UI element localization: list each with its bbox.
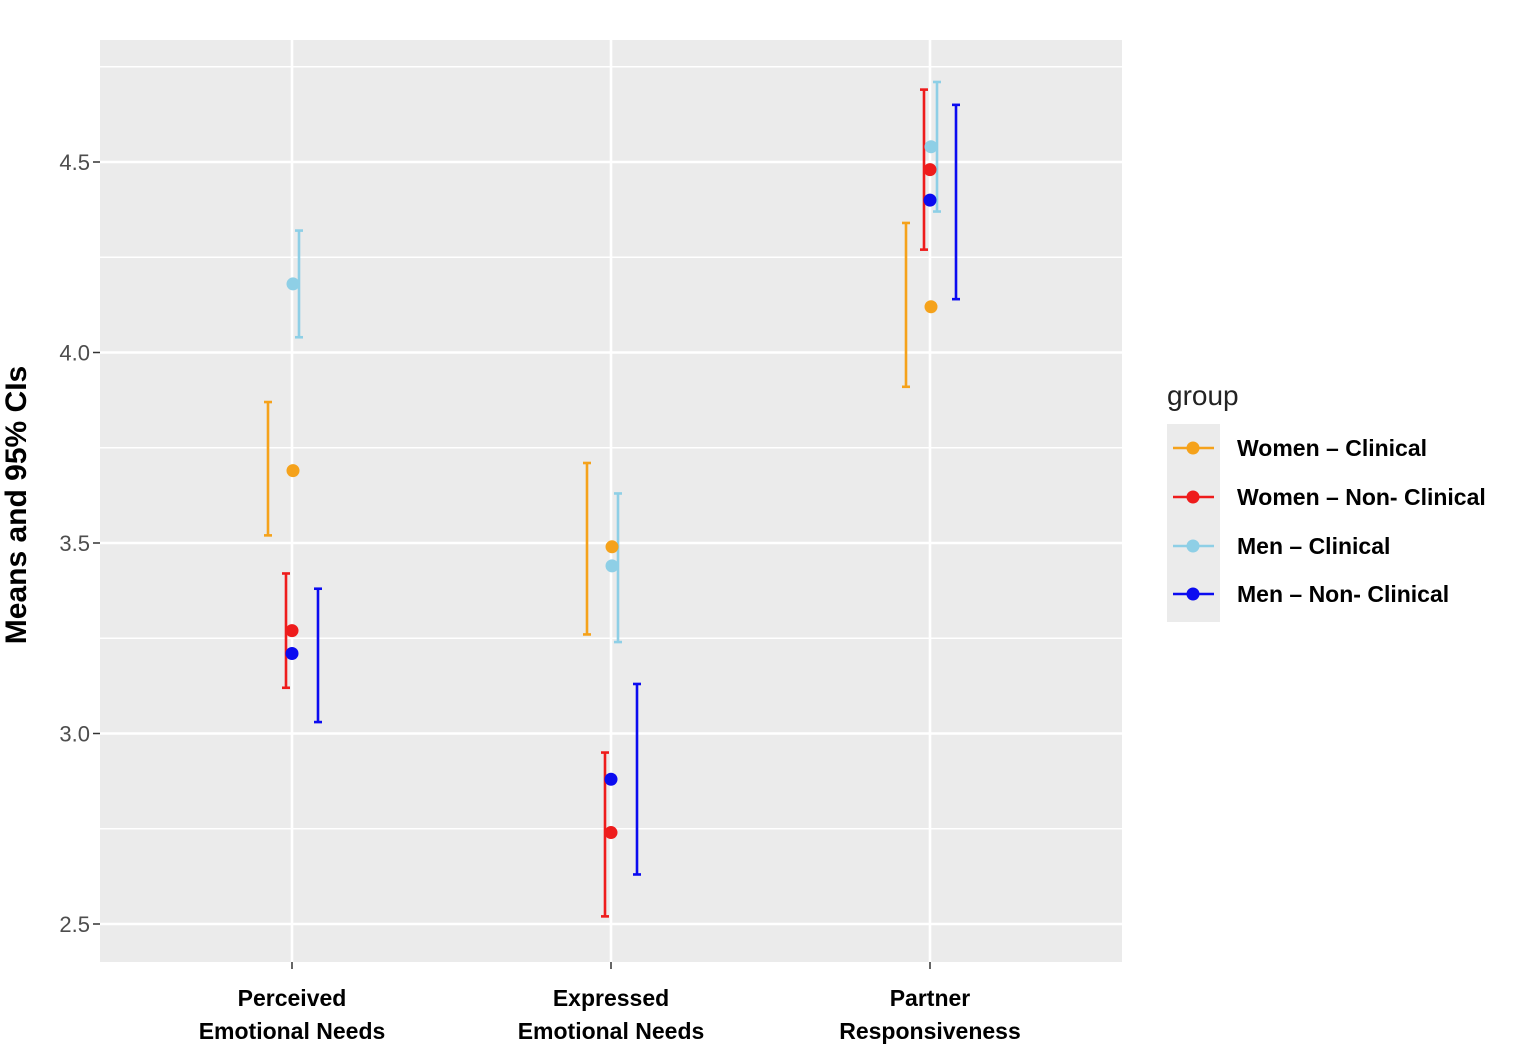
y-tick-label: 3.5 xyxy=(59,531,90,556)
data-point xyxy=(604,772,618,786)
data-point xyxy=(924,140,938,154)
x-tick-label: Emotional Needs xyxy=(518,1018,705,1044)
series-points xyxy=(286,140,938,573)
x-tick-label: Perceived xyxy=(238,985,347,1011)
legend-label: Women – Clinical xyxy=(1237,435,1427,461)
legend-key-point xyxy=(1186,587,1200,601)
data-point xyxy=(924,300,938,314)
legend-key-point xyxy=(1186,490,1200,504)
y-tick-label: 4.0 xyxy=(59,341,90,366)
series-group xyxy=(264,221,910,636)
data-point xyxy=(923,163,937,177)
data-point xyxy=(923,193,937,207)
legend-key-point xyxy=(1186,539,1200,553)
legend: group Women – Clinical Women – Non- Clini… xyxy=(1167,380,1486,622)
axis-labels: 2.5 3.0 3.5 4.0 4.5 Perceived Emotional Needs E… xyxy=(59,150,1020,1044)
series-points xyxy=(286,300,938,554)
y-axis-label: Means and 95% CIs xyxy=(0,366,33,644)
data-point xyxy=(605,540,619,554)
y-tick-label: 2.5 xyxy=(59,912,90,937)
data-point xyxy=(604,826,618,840)
data-point xyxy=(605,559,619,573)
series-group xyxy=(314,103,960,876)
data-marks xyxy=(264,80,960,918)
x-tick-label: Responsiveness xyxy=(839,1018,1021,1044)
y-tick-label: 4.5 xyxy=(59,150,90,175)
data-point xyxy=(286,277,300,291)
legend-label: Women – Non- Clinical xyxy=(1237,484,1486,510)
y-tick-label: 3.0 xyxy=(59,722,90,747)
data-point xyxy=(286,464,300,478)
data-point xyxy=(285,646,299,660)
x-tick-label: Expressed xyxy=(553,985,669,1011)
grid-lines xyxy=(100,40,1122,962)
legend-label: Men – Non- Clinical xyxy=(1237,581,1449,607)
x-tick-label: Emotional Needs xyxy=(199,1018,386,1044)
legend-label: Men – Clinical xyxy=(1237,533,1390,559)
series-points xyxy=(285,163,937,840)
series-points xyxy=(285,193,937,786)
axis-ticks xyxy=(93,161,931,969)
legend-title: group xyxy=(1167,380,1239,411)
x-tick-label: Partner xyxy=(890,985,971,1011)
legend-key-point xyxy=(1186,441,1200,455)
data-point xyxy=(285,624,299,638)
